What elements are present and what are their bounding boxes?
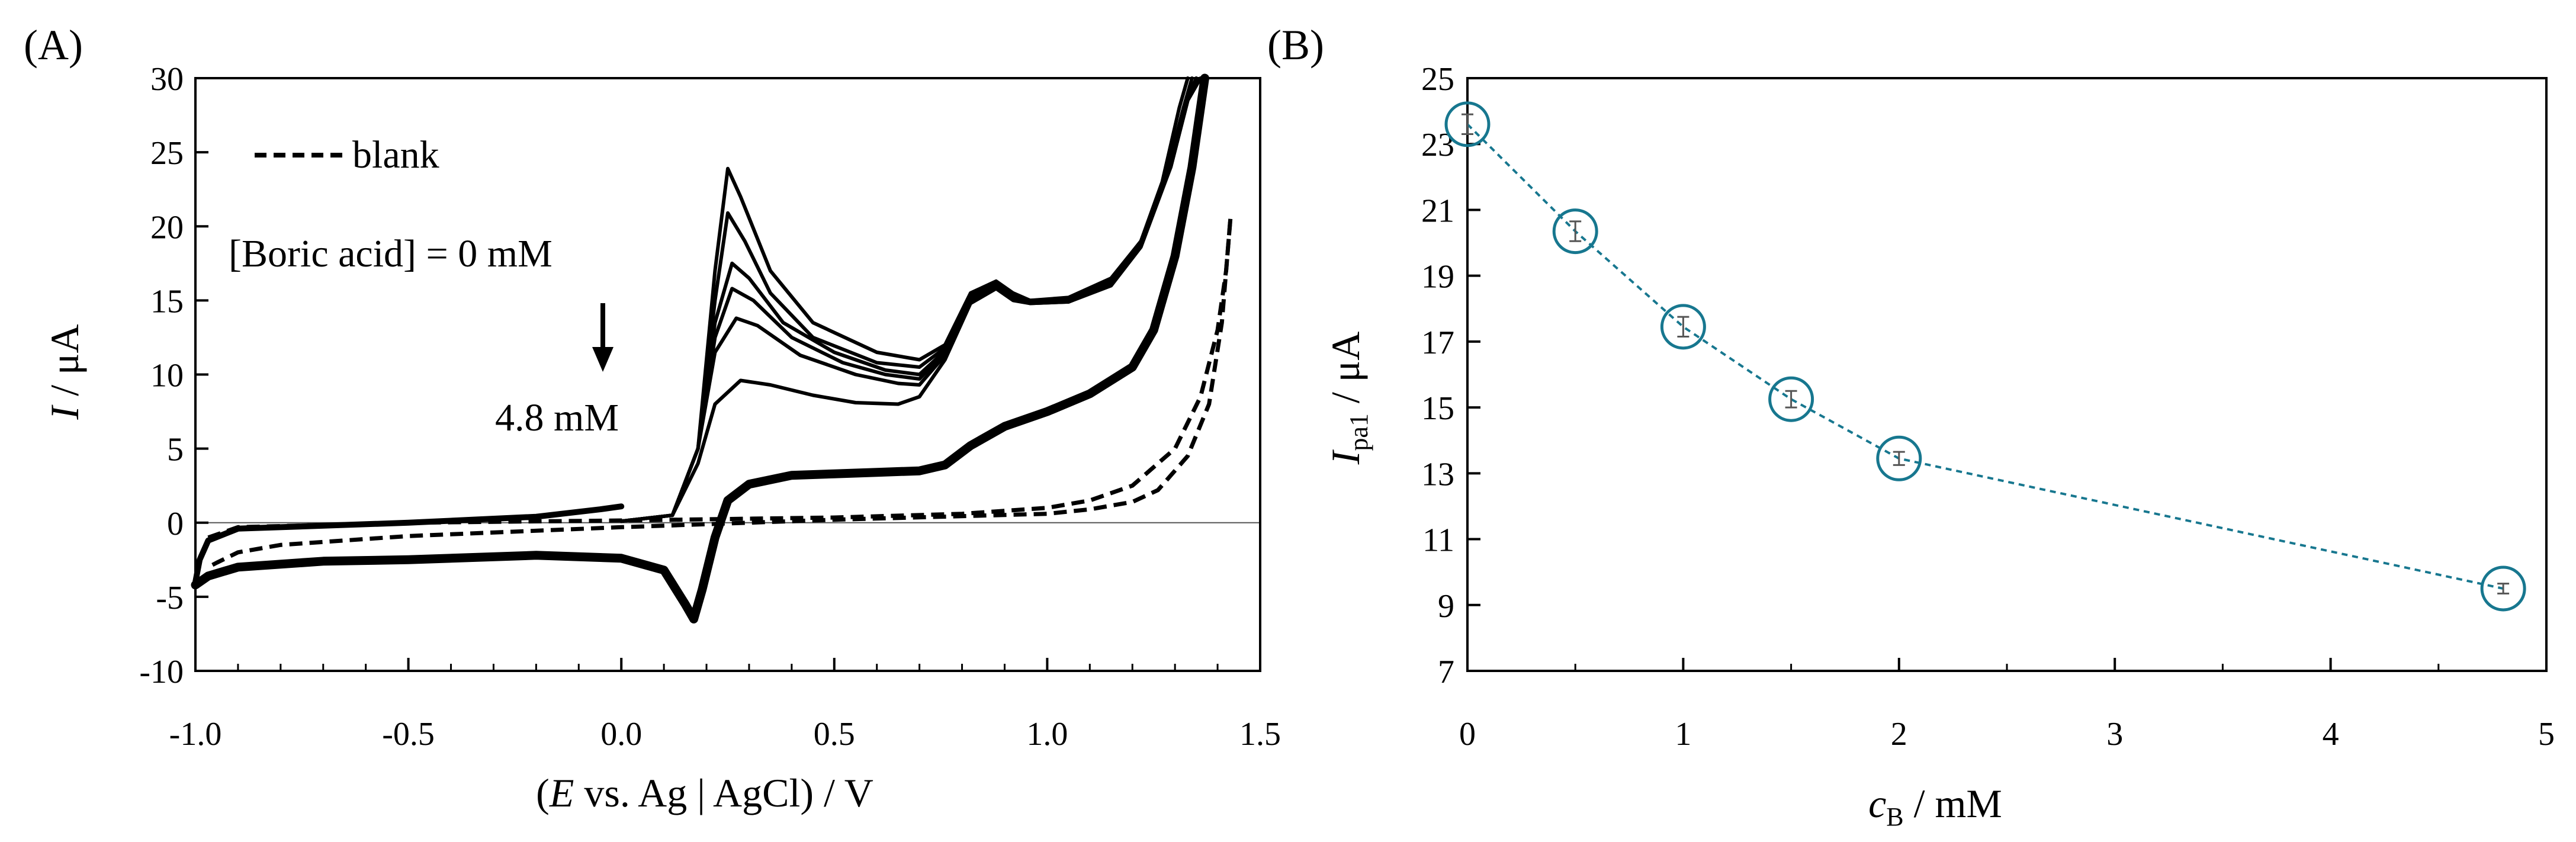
y-tick-label: 5 [167, 432, 184, 468]
y-tick-label: 30 [150, 61, 184, 98]
y-tick-label: -5 [156, 580, 184, 616]
panel-a-x-tick-labels: -1.0 -0.5 0.0 0.5 1.0 1.5 [169, 716, 1281, 753]
trend-line [1466, 123, 2504, 590]
series-0-5-mm [619, 76, 1194, 523]
y-tick-label: -10 [139, 654, 184, 690]
panel-a-y-tick-labels: -10 -5 0 5 10 15 20 25 30 [139, 61, 184, 690]
panel-a-ticks [194, 77, 1261, 672]
plot-frame [1466, 77, 2548, 672]
x-tick-label: 0.0 [600, 716, 642, 753]
panel-b-x-tick-labels: 0 1 2 3 4 5 [1459, 716, 2555, 753]
arrow-down-icon [592, 347, 614, 372]
y-tick-label: 25 [1421, 61, 1454, 98]
x-tick-label: 0.5 [814, 716, 855, 753]
panel-b-frame [1466, 77, 2548, 672]
data-point [1660, 304, 1706, 350]
panel-b-y-tick-labels: 7 9 11 13 15 17 19 21 23 25 [1421, 61, 1454, 690]
annotation-4-8mm: 4.8 mM [495, 396, 619, 439]
series-4-8-mm [619, 76, 1203, 523]
y-tick-label: 23 [1421, 127, 1454, 163]
panel-a-y-axis-label: I / μA [42, 324, 87, 420]
y-tick-label: 15 [1421, 390, 1454, 427]
x-tick-label: 2 [1891, 716, 1907, 753]
panel-a-x-axis-label: (E vs. Ag | AgCl) / V [536, 770, 873, 815]
series-1-5-mm [619, 76, 1199, 523]
series-1-0-mm [619, 76, 1199, 523]
y-tick-label: 20 [150, 209, 184, 246]
annotation-boric-acid-0mm: [Boric acid] = 0 mM [229, 232, 553, 275]
data-point [1768, 376, 1814, 422]
y-tick-label: 15 [150, 283, 184, 320]
y-tick-label: 9 [1438, 588, 1454, 625]
series-0-mm [619, 76, 1190, 523]
panel-b-ticks [1466, 77, 2548, 672]
y-tick-label: 21 [1421, 192, 1454, 229]
x-tick-label: 3 [2106, 716, 2123, 753]
x-tick-label: -0.5 [382, 716, 435, 753]
series-reverse-envelope [191, 73, 1209, 624]
panel-b-connecting-line [1466, 123, 2504, 590]
panel-a-label: (A) [24, 21, 83, 69]
panel-a-series [191, 73, 1233, 624]
x-tick-label: 1.0 [1026, 716, 1068, 753]
series-2-0-mm [619, 76, 1203, 523]
series-blank-reverse [207, 218, 1233, 569]
data-point [1876, 435, 1922, 481]
series-negative-start [192, 503, 625, 585]
y-tick-label: 13 [1421, 456, 1454, 493]
x-tick-label: 1.5 [1239, 716, 1281, 753]
data-point [1444, 101, 1491, 147]
panel-b-y-axis-label: Ipa1 / μA [1323, 332, 1373, 465]
x-tick-label: 4 [2323, 716, 2339, 753]
x-tick-label: 1 [1675, 716, 1691, 753]
panel-b-data-points [1444, 101, 2526, 612]
y-tick-label: 0 [167, 506, 184, 542]
data-point [1552, 208, 1598, 255]
legend-blank-label: blank [352, 133, 439, 176]
y-tick-label: 25 [150, 135, 184, 172]
y-tick-label: 11 [1422, 522, 1454, 559]
panel-b-label: (B) [1267, 21, 1324, 69]
data-point [2480, 565, 2526, 612]
panel-b-x-axis-label: cB / mM [1868, 781, 2002, 831]
y-tick-label: 17 [1421, 324, 1454, 361]
y-tick-label: 10 [150, 358, 184, 394]
x-tick-label: 5 [2538, 716, 2555, 753]
y-tick-label: 19 [1421, 259, 1454, 295]
x-tick-label: -1.0 [169, 716, 222, 753]
x-tick-label: 0 [1459, 716, 1476, 753]
panel-a-chart: (A) -1.0 -0.5 0.0 0.5 1.0 1.5 -10 -5 0 5 10 15 20 25… [24, 21, 1281, 815]
y-tick-label: 7 [1438, 654, 1454, 690]
